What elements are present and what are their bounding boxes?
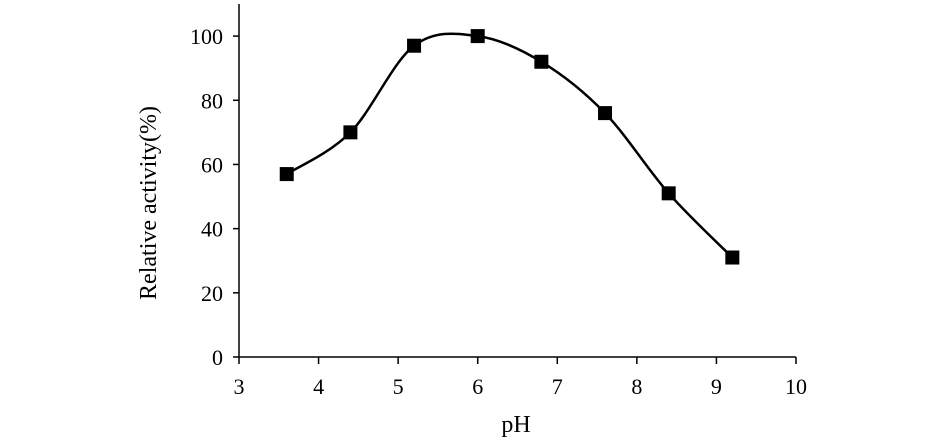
x-tick-label-9: 9 [711,374,722,399]
x-axis-title: pH [501,412,530,438]
x-tick-label-10: 10 [785,374,807,399]
x-tick-label-8: 8 [631,374,642,399]
y-tick-label-0: 0 [212,345,223,370]
tick-labels: 0 20 40 60 80 100 3 4 5 6 7 8 9 10 [190,24,807,399]
x-tick-label-3: 3 [234,374,245,399]
y-tick-label-80: 80 [201,88,223,113]
x-tick-label-7: 7 [552,374,563,399]
x-tick-label-5: 5 [393,374,404,399]
data-point-6 [470,29,485,44]
data-point-5.2 [407,38,422,53]
y-tick-label-60: 60 [201,152,223,177]
data-point-8.4 [661,186,676,201]
y-tick-label-40: 40 [201,217,223,242]
x-tick-label-4: 4 [313,374,324,399]
y-tick-label-100: 100 [190,24,223,49]
data-point-7.6 [598,106,613,121]
x-tick-label-6: 6 [472,374,483,399]
data-point-4.4 [343,125,358,140]
axes [233,4,797,364]
y-tick-label-20: 20 [201,281,223,306]
data-point-9.2 [725,250,740,265]
data-point-3.6 [279,167,294,182]
y-axis-title: Relative activity(%) [136,106,162,300]
data-point-6.8 [534,54,549,69]
series-0-line [286,32,734,259]
series-layer [279,29,740,265]
